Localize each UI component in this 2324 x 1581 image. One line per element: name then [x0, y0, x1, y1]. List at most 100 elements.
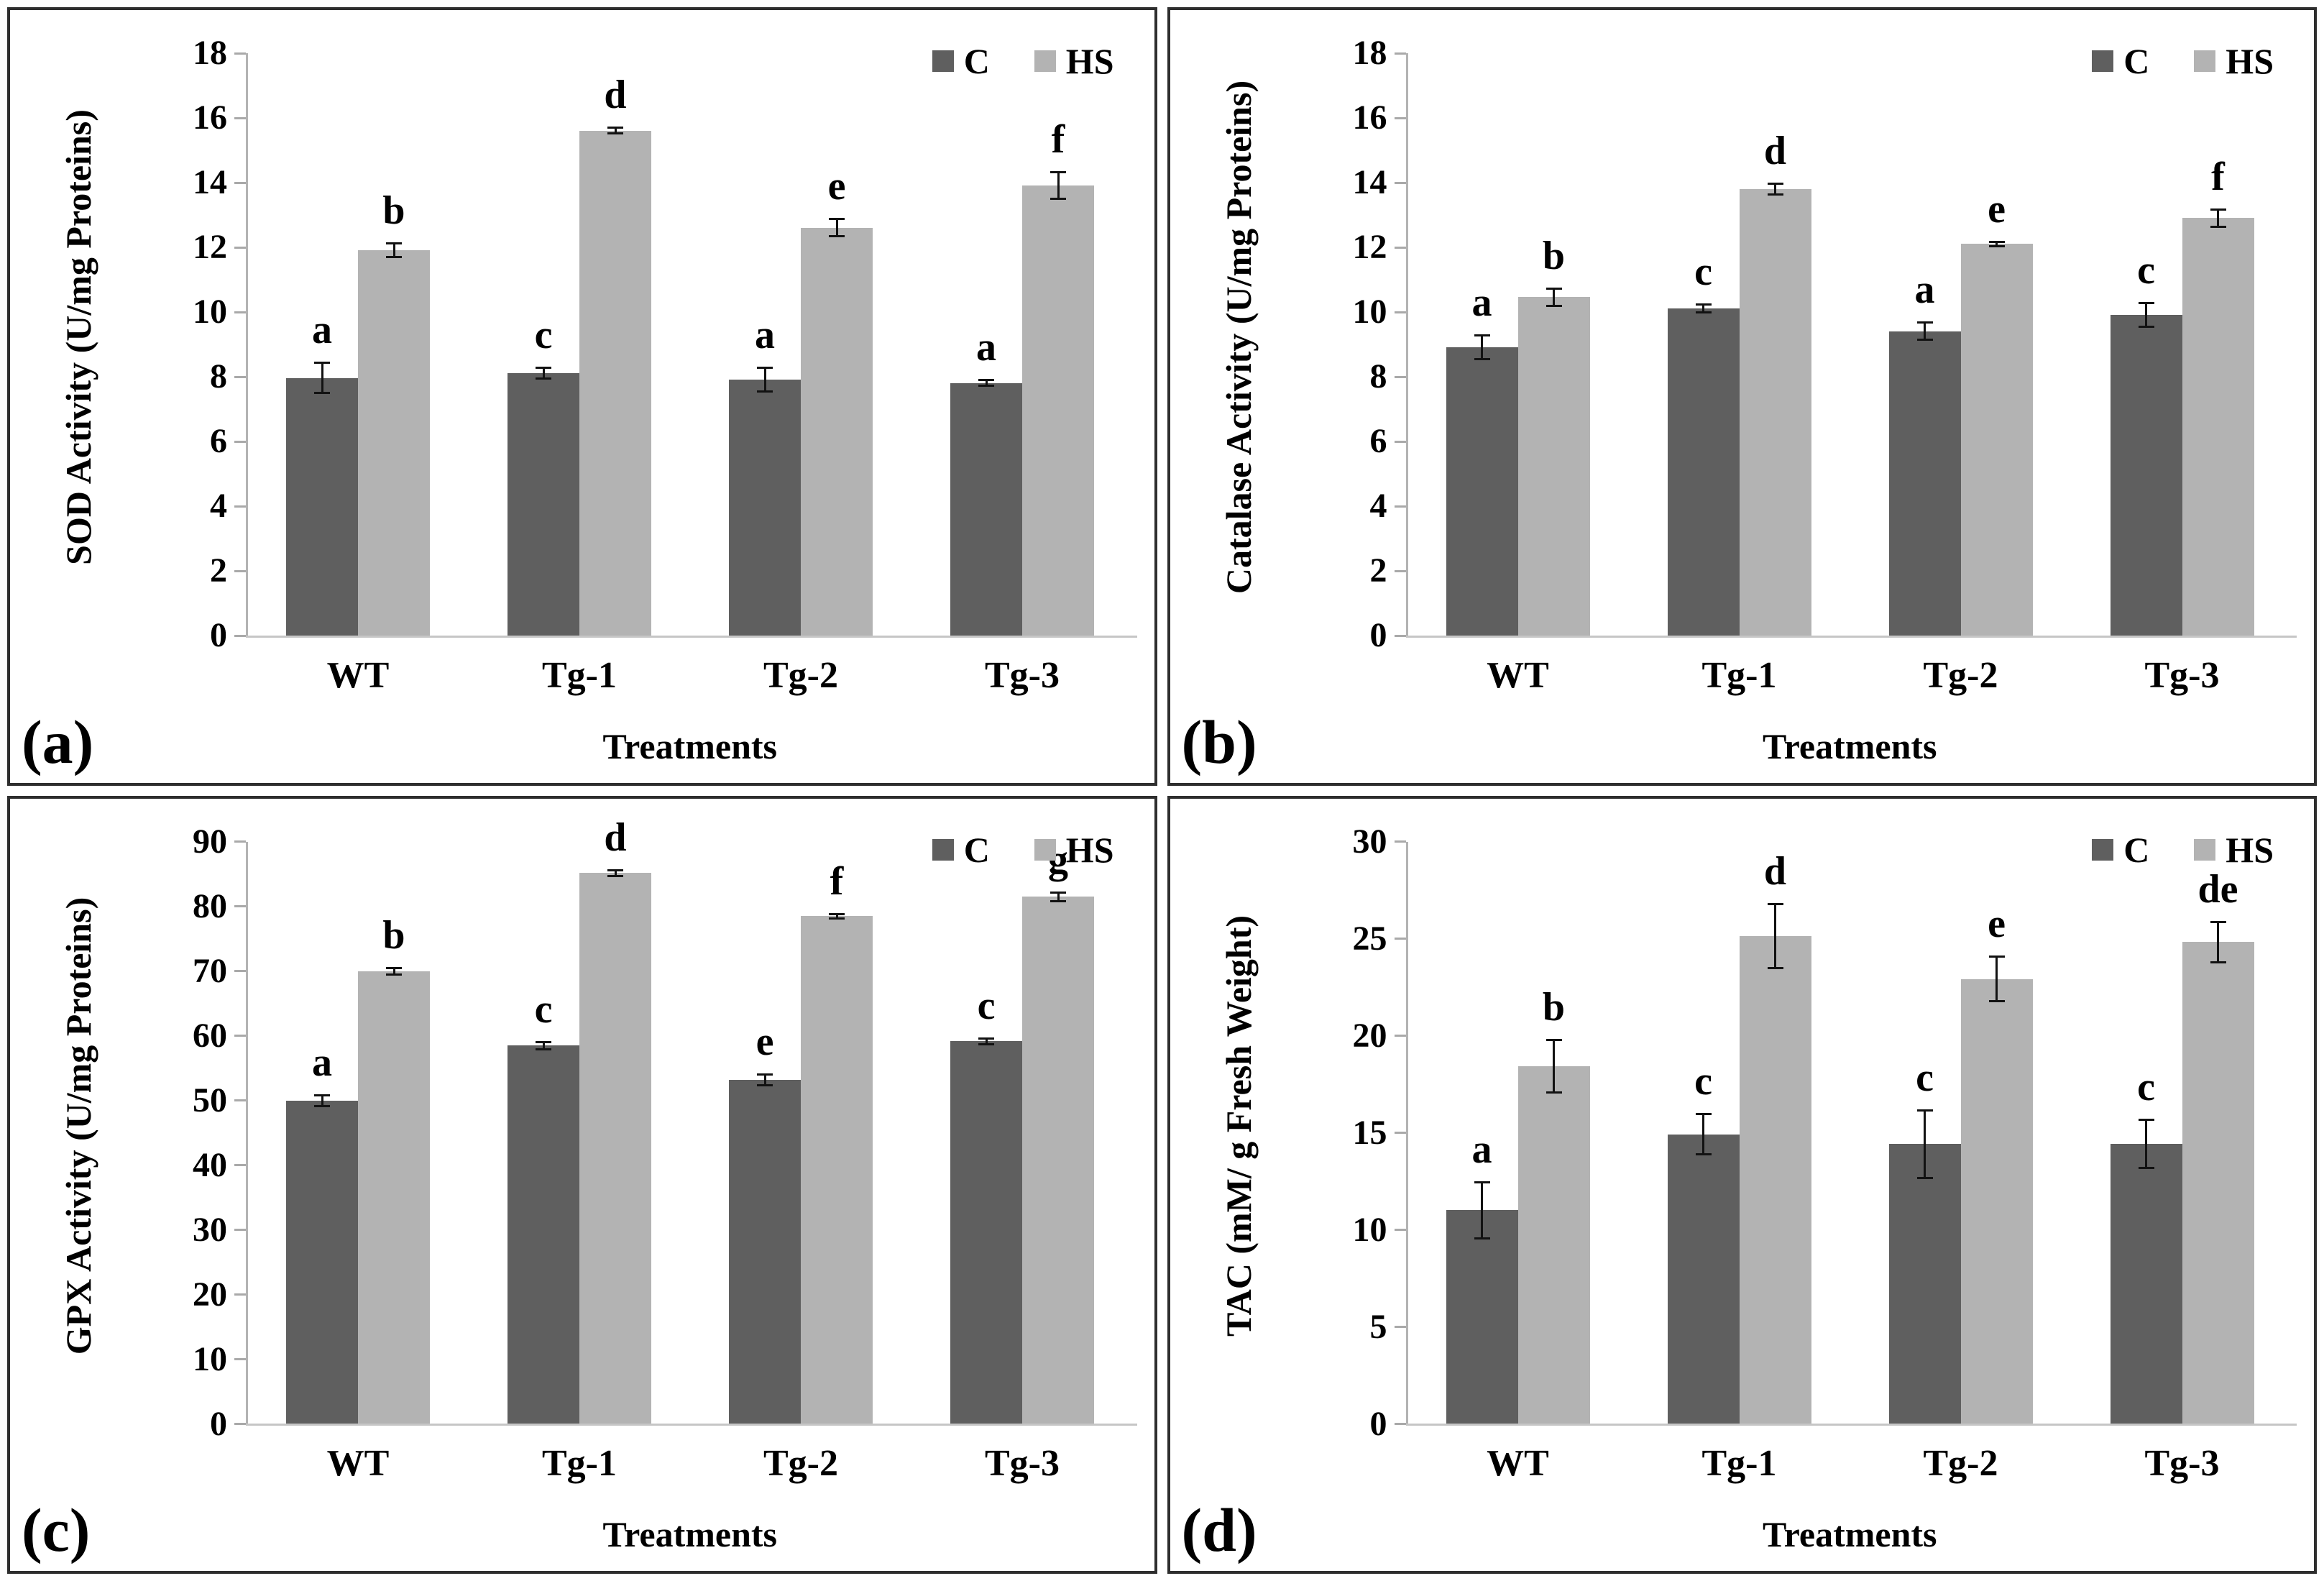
error-bar-cap-top [2138, 1119, 2154, 1122]
sig-letter-HS-Tg-3: f [2211, 154, 2225, 199]
bar-C-WT [1446, 347, 1518, 636]
y-tick-mark [1394, 440, 1406, 443]
bar-C-Tg-1 [507, 1045, 579, 1424]
error-bar-HS-Tg-1 [1767, 903, 1783, 970]
plot-area-a: 0 2 4 6 8 10 12 14 16 18 WT a b Tg-1 c d Tg-2 a e Tg-3 a f C HS [193, 36, 1137, 694]
x-tick-label-Tg-2: Tg-2 [763, 654, 838, 696]
legend-swatch-C [2092, 838, 2114, 861]
error-bar-cap-bottom [829, 917, 845, 920]
y-tick-label: 2 [210, 551, 227, 590]
error-bar-line [1481, 1181, 1483, 1239]
error-bar-line [542, 1041, 545, 1050]
y-tick-mark [1394, 375, 1406, 378]
x-tick-label-Tg-1: Tg-1 [542, 1443, 617, 1484]
y-tick-label: 2 [1369, 551, 1387, 590]
x-tick-label-Tg-3: Tg-3 [985, 654, 1060, 696]
sig-letter-HS-WT: b [1542, 985, 1566, 1030]
y-tick-mark [234, 1035, 246, 1037]
y-axis-line [246, 841, 248, 1426]
error-bar-HS-Tg-2 [829, 218, 845, 237]
y-tick-label: 0 [210, 1404, 227, 1443]
error-bar-HS-Tg-3 [1050, 170, 1066, 201]
error-bar-cap-bottom [1695, 1153, 1712, 1156]
legend-item-HS: HS [2194, 832, 2274, 868]
error-bar-cap-top [1545, 1039, 1562, 1042]
error-bar-line [542, 367, 545, 380]
sig-letter-C-Tg-1: c [534, 987, 553, 1032]
y-tick-label: 16 [193, 98, 227, 137]
error-bar-HS-Tg-2 [1988, 956, 2005, 1003]
y-tick-label: 30 [193, 1210, 227, 1249]
y-tick-mark [234, 1358, 246, 1360]
error-bar-C-Tg-1 [536, 367, 551, 380]
y-tick-label: 16 [1352, 98, 1387, 137]
legend-item-C: C [2092, 832, 2149, 868]
panel-a: SOD Activity (U/mg Proteins) 0 2 4 6 8 10 12 14… [7, 7, 1157, 786]
legend: C HS [932, 43, 1114, 79]
plot-area-d: 0 5 10 15 20 25 30 WT a b Tg-1 c d Tg-2 c e Tg-3 c de C HS [1353, 824, 2297, 1483]
y-tick-label: 70 [193, 951, 227, 990]
error-bar-cap-bottom [536, 1048, 551, 1050]
sig-letter-C-Tg-2: c [1916, 1055, 1934, 1100]
legend-swatch-C [2092, 50, 2114, 72]
error-bar-C-WT [1474, 1181, 1490, 1239]
x-tick-label-Tg-3: Tg-3 [2144, 1443, 2220, 1484]
y-tick-mark [1394, 938, 1406, 940]
sig-letter-HS-Tg-3: de [2197, 866, 2238, 912]
error-bar-line [835, 218, 838, 237]
y-tick-label: 15 [1352, 1113, 1387, 1152]
x-tick-label-WT: WT [1487, 654, 1549, 696]
error-bar-cap-bottom [386, 973, 402, 976]
sig-letter-HS-Tg-2: e [1988, 902, 2006, 947]
error-bar-cap-bottom [1474, 358, 1490, 360]
error-bar-line [1774, 182, 1776, 196]
bar-HS-WT [358, 250, 430, 636]
error-bar-line [614, 869, 617, 877]
y-tick-mark [1394, 116, 1406, 119]
y-tick-label: 8 [210, 357, 227, 395]
bar-HS-Tg-3 [1022, 897, 1094, 1424]
y-tick-mark [234, 1293, 246, 1296]
sig-letter-C-WT: a [312, 308, 332, 353]
x-tick-label-Tg-1: Tg-1 [542, 654, 617, 696]
legend-label-HS: HS [2226, 41, 2274, 81]
error-bar-line [1702, 303, 1704, 313]
bar-HS-WT [358, 971, 430, 1424]
y-tick-mark [234, 840, 246, 843]
y-tick-label: 5 [1369, 1307, 1387, 1346]
y-tick-label: 12 [1352, 228, 1387, 266]
error-bar-HS-Tg-1 [607, 127, 623, 134]
y-tick-label: 40 [193, 1145, 227, 1184]
bar-C-Tg-3 [950, 1041, 1022, 1424]
y-tick-label: 80 [193, 886, 227, 925]
sig-letter-C-Tg-3: c [2137, 248, 2155, 293]
legend-label-C: C [2123, 41, 2150, 81]
sig-letter-C-Tg-2: e [755, 1019, 774, 1065]
y-tick-mark [234, 905, 246, 907]
sig-letter-HS-Tg-1: d [604, 73, 627, 118]
error-bar-line [2145, 1119, 2147, 1170]
error-bar-cap-bottom [607, 874, 623, 877]
x-tick-label-Tg-2: Tg-2 [1923, 1443, 1998, 1484]
error-bar-line [392, 242, 395, 259]
error-bar-cap-top [1545, 287, 1562, 290]
error-bar-line [763, 1073, 766, 1087]
y-tick-label: 10 [193, 293, 227, 331]
error-bar-line [985, 1037, 988, 1045]
y-tick-mark [1394, 1132, 1406, 1134]
legend-swatch-C [932, 50, 954, 72]
error-bar-cap-top [314, 1094, 330, 1096]
legend-swatch-C [932, 838, 954, 861]
error-bar-cap-top [1767, 903, 1783, 906]
error-bar-cap-bottom [978, 1042, 994, 1045]
legend-swatch-HS [2194, 838, 2216, 861]
y-tick-mark [1394, 840, 1406, 843]
error-bar-HS-WT [386, 242, 402, 259]
bar-HS-Tg-1 [579, 873, 651, 1424]
y-tick-label: 0 [1369, 616, 1387, 654]
y-tick-mark [234, 1164, 246, 1166]
y-tick-mark [1394, 634, 1406, 637]
error-bar-HS-WT [1545, 287, 1562, 307]
error-bar-line [1481, 334, 1483, 360]
error-bar-cap-top [607, 127, 623, 129]
